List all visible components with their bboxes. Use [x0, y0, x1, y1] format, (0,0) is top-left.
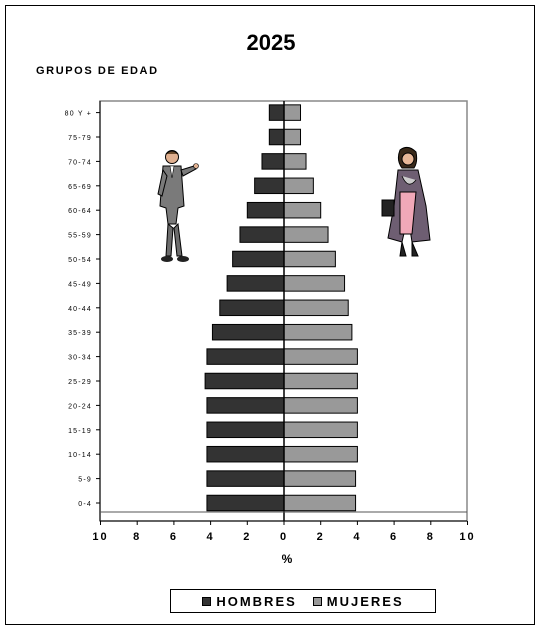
legend-item-men: HOMBRES: [202, 594, 296, 609]
bar-men-70-74: [261, 153, 285, 170]
x-tick-label: 2: [243, 531, 251, 543]
y-tick-label: 80 Y +: [65, 111, 92, 118]
y-tick-label: 40-44: [68, 306, 92, 313]
legend-label-women: MUJERES: [326, 593, 404, 609]
bar-men-50-54: [232, 250, 285, 268]
y-tick-label: 5-9: [78, 477, 92, 484]
bar-women-60-64: [283, 201, 322, 219]
y-tick-label: 50-54: [68, 257, 92, 264]
x-tick-label: 6: [390, 531, 398, 543]
x-tick-label: 2: [317, 531, 325, 543]
bar-men-35-39: [211, 323, 285, 341]
bar-men-5-9: [206, 470, 285, 487]
bar-women-15-19: [283, 421, 358, 439]
man-clipart-icon: [157, 150, 199, 262]
y-tick-label: 25-29: [68, 379, 92, 386]
x-tick-label: 6: [170, 531, 178, 543]
y-tick-label: 30-34: [68, 355, 92, 362]
woman-clipart-icon: [381, 146, 431, 257]
bar-women-45-49: [283, 275, 346, 292]
bar-men-0-4: [206, 494, 285, 512]
x-axis-title: %: [282, 552, 293, 566]
bar-women-30-34: [283, 348, 358, 365]
bar-men-55-59: [239, 226, 285, 243]
x-tick-label: 10: [92, 531, 108, 543]
legend-item-women: MUJERES: [312, 593, 404, 609]
chart-legend: HOMBRES MUJERES: [170, 589, 436, 613]
bar-men-75-79: [268, 128, 285, 146]
bar-women-20-24: [283, 397, 358, 414]
bar-women-80Y+: [283, 104, 302, 121]
bar-women-65-69: [283, 177, 314, 195]
x-tick-label: 8: [427, 531, 435, 543]
y-tick-label: 15-19: [68, 428, 92, 435]
bar-women-75-79: [283, 128, 302, 146]
bar-women-25-29: [283, 372, 358, 390]
y-tick-label: 45-49: [68, 281, 92, 288]
bar-men-25-29: [204, 372, 285, 390]
bar-men-20-24: [206, 397, 285, 414]
x-tick-label: 10: [459, 531, 475, 543]
legend-label-men: HOMBRES: [216, 593, 297, 609]
bar-men-45-49: [226, 275, 285, 292]
bar-women-0-4: [283, 494, 357, 512]
legend-swatch-men: [202, 596, 212, 606]
chart-title: 2025: [246, 30, 296, 55]
bar-men-15-19: [206, 421, 285, 439]
y-tick-label: 0-4: [78, 501, 92, 508]
bar-women-5-9: [283, 470, 357, 487]
bar-men-60-64: [246, 201, 285, 219]
x-tick-label: 0: [280, 531, 288, 543]
bar-men-40-44: [219, 299, 285, 317]
bar-women-50-54: [283, 250, 336, 268]
x-tick-label: 4: [353, 531, 361, 543]
legend-swatch-women: [312, 596, 322, 606]
y-tick-label: 75-79: [68, 135, 92, 142]
y-tick-label: 20-24: [68, 403, 92, 410]
y-tick-label: 65-69: [68, 184, 92, 191]
y-tick-label: 55-59: [68, 233, 92, 240]
bar-women-35-39: [283, 323, 353, 341]
y-tick-label: 35-39: [68, 330, 92, 337]
x-tick-label: 4: [207, 531, 215, 543]
bar-women-70-74: [283, 153, 307, 170]
bar-women-55-59: [283, 226, 329, 243]
y-tick-label: 70-74: [68, 159, 92, 166]
x-tick-label: 8: [133, 531, 141, 543]
bar-men-10-14: [206, 445, 285, 463]
bar-women-10-14: [283, 445, 358, 463]
bar-women-40-44: [283, 299, 349, 317]
bar-men-80Y+: [268, 104, 285, 121]
y-tick-label: 60-64: [68, 208, 92, 215]
bar-men-30-34: [206, 348, 285, 365]
y-tick-label: 10-14: [68, 452, 92, 459]
y-axis-title: GRUPOS DE EDAD: [36, 65, 159, 77]
bar-men-65-69: [254, 177, 285, 195]
